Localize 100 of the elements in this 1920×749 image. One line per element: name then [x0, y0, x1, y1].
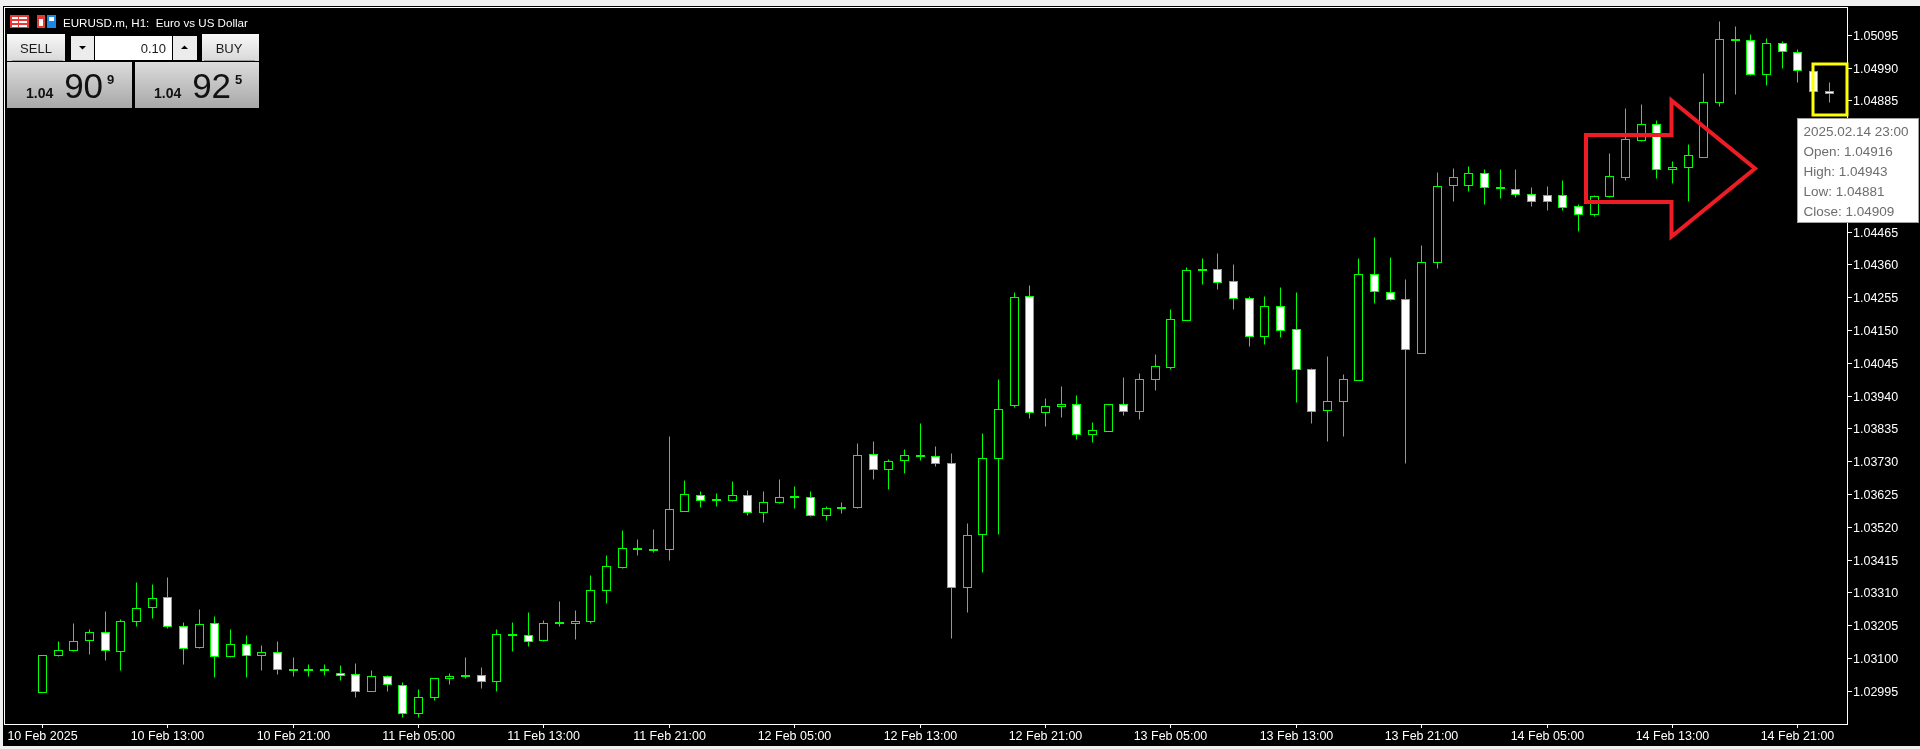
y-tick-label: 1.03415 [1853, 554, 1899, 568]
candlestick [242, 635, 251, 678]
candlestick [1684, 144, 1693, 202]
y-tick-label: 1.03310 [1853, 586, 1899, 600]
x-tick-label: 14 Feb 13:00 [1635, 728, 1710, 743]
candlestick [1543, 186, 1552, 211]
y-tick-label: 1.03835 [1853, 422, 1899, 436]
candlestick [1088, 422, 1097, 443]
candlestick [539, 620, 548, 642]
candlestick [759, 491, 768, 523]
annotation: BUY [215, 41, 243, 56]
annotation: 0.10 [140, 41, 166, 56]
annotation: 1.04 90$^{9}$ [26, 66, 115, 105]
candlestick [775, 479, 784, 504]
candlestick [1731, 26, 1740, 95]
candlestick [1229, 264, 1238, 310]
candlestick [477, 667, 486, 689]
x-tick-label: 10 Feb 13:00 [130, 728, 205, 743]
candlestick [1825, 82, 1834, 103]
candlestick [1057, 386, 1066, 418]
x-tick-label: 13 Feb 13:00 [1259, 728, 1334, 743]
candlestick [571, 610, 580, 640]
candlestick [728, 481, 737, 502]
candlestick [257, 645, 266, 671]
y-tick-label: 1.03205 [1853, 619, 1899, 633]
candlestick [367, 670, 376, 692]
candlestick [195, 609, 204, 649]
candlestick [1323, 356, 1332, 442]
x-tick-label: 13 Feb 05:00 [1133, 728, 1208, 743]
candlestick [1480, 169, 1489, 205]
x-tick-label: 11 Feb 21:00 [633, 728, 706, 743]
y-tick-label: 1.04150 [1853, 324, 1899, 338]
candlestick [461, 657, 470, 679]
y-tick-label: 1.03100 [1853, 652, 1899, 666]
candlestick [226, 629, 235, 658]
x-tick-label: 12 Feb 21:00 [1008, 728, 1083, 743]
candlestick [1605, 153, 1614, 198]
candlestick [524, 612, 533, 647]
text: EURUSD.m, H1: Euro vs US Dollar [63, 15, 249, 29]
candlestick [1574, 204, 1583, 232]
candlestick [132, 582, 141, 627]
annotation: 1.04 92$^{5}$ [154, 66, 243, 105]
candlestick [1464, 166, 1473, 192]
y-tick-label: 1.03625 [1853, 488, 1899, 502]
candlestick [1778, 41, 1787, 69]
candlestick [1386, 257, 1395, 301]
annotation: SELL [20, 41, 52, 56]
candlestick [1449, 168, 1458, 202]
x-tick-label: 10 Feb 2025 [7, 728, 78, 743]
candlestick [414, 689, 423, 718]
candlestick [1496, 169, 1505, 199]
candlestick [884, 459, 893, 490]
candlestick [1276, 287, 1285, 338]
y-tick-label: 1.04360 [1853, 258, 1899, 272]
candlestick [1198, 258, 1207, 285]
candlestick [680, 480, 689, 512]
x-tick-label: 14 Feb 05:00 [1510, 728, 1585, 743]
x-tick-label: 12 Feb 13:00 [883, 728, 958, 743]
y-tick-label: 1.04885 [1853, 94, 1899, 108]
candlestick [85, 629, 94, 655]
x-tick-label: 14 Feb 21:00 [1760, 728, 1835, 743]
x-tick-label: 10 Feb 21:00 [256, 728, 331, 743]
y-tick-label: 1.04990 [1853, 62, 1899, 76]
candlestick [1370, 237, 1379, 304]
candlestick [101, 611, 110, 661]
x-tick-label: 12 Feb 05:00 [757, 728, 832, 743]
y-tick-label: 1.04255 [1853, 291, 1899, 305]
candlestick [1151, 354, 1160, 391]
candlestick [508, 622, 517, 652]
y-tick-label: 1.05095 [1853, 29, 1899, 43]
candlestick [555, 601, 564, 627]
candlestick [289, 657, 298, 677]
candlestick [900, 449, 909, 474]
candlestick [1558, 180, 1567, 211]
candlestick [1339, 374, 1348, 437]
x-tick-label: 11 Feb 13:00 [507, 728, 580, 743]
candlestick [806, 491, 815, 517]
candlestick [1668, 161, 1677, 184]
candlestick [179, 622, 188, 665]
candlestick [351, 663, 360, 698]
candlestick [931, 446, 940, 467]
y-tick-label: 1.03520 [1853, 521, 1899, 535]
candlestick [1041, 398, 1050, 427]
candlestick [916, 423, 925, 461]
annotation: 2025.02.14 23:00 Open: 1.04916 High: 1.04943 Low: 1.04881 Close: 1.04909 [1803, 123, 1909, 219]
y-tick-label: 1.04465 [1853, 226, 1899, 240]
x-tick-label: 11 Feb 05:00 [382, 728, 455, 743]
candlestick [869, 441, 878, 480]
y-tick-label: 1.03940 [1853, 390, 1899, 404]
candlestick [602, 555, 611, 604]
candlestick [273, 641, 282, 675]
candlestick [1213, 253, 1222, 290]
candlestick [790, 486, 799, 509]
candlestick [1511, 169, 1520, 198]
candlestick [649, 529, 658, 553]
candlestick [1793, 49, 1802, 83]
candlestick [430, 678, 439, 701]
y-tick-label: 1.02995 [1853, 685, 1899, 699]
candlestick [1119, 377, 1128, 416]
candlestick [148, 584, 157, 619]
